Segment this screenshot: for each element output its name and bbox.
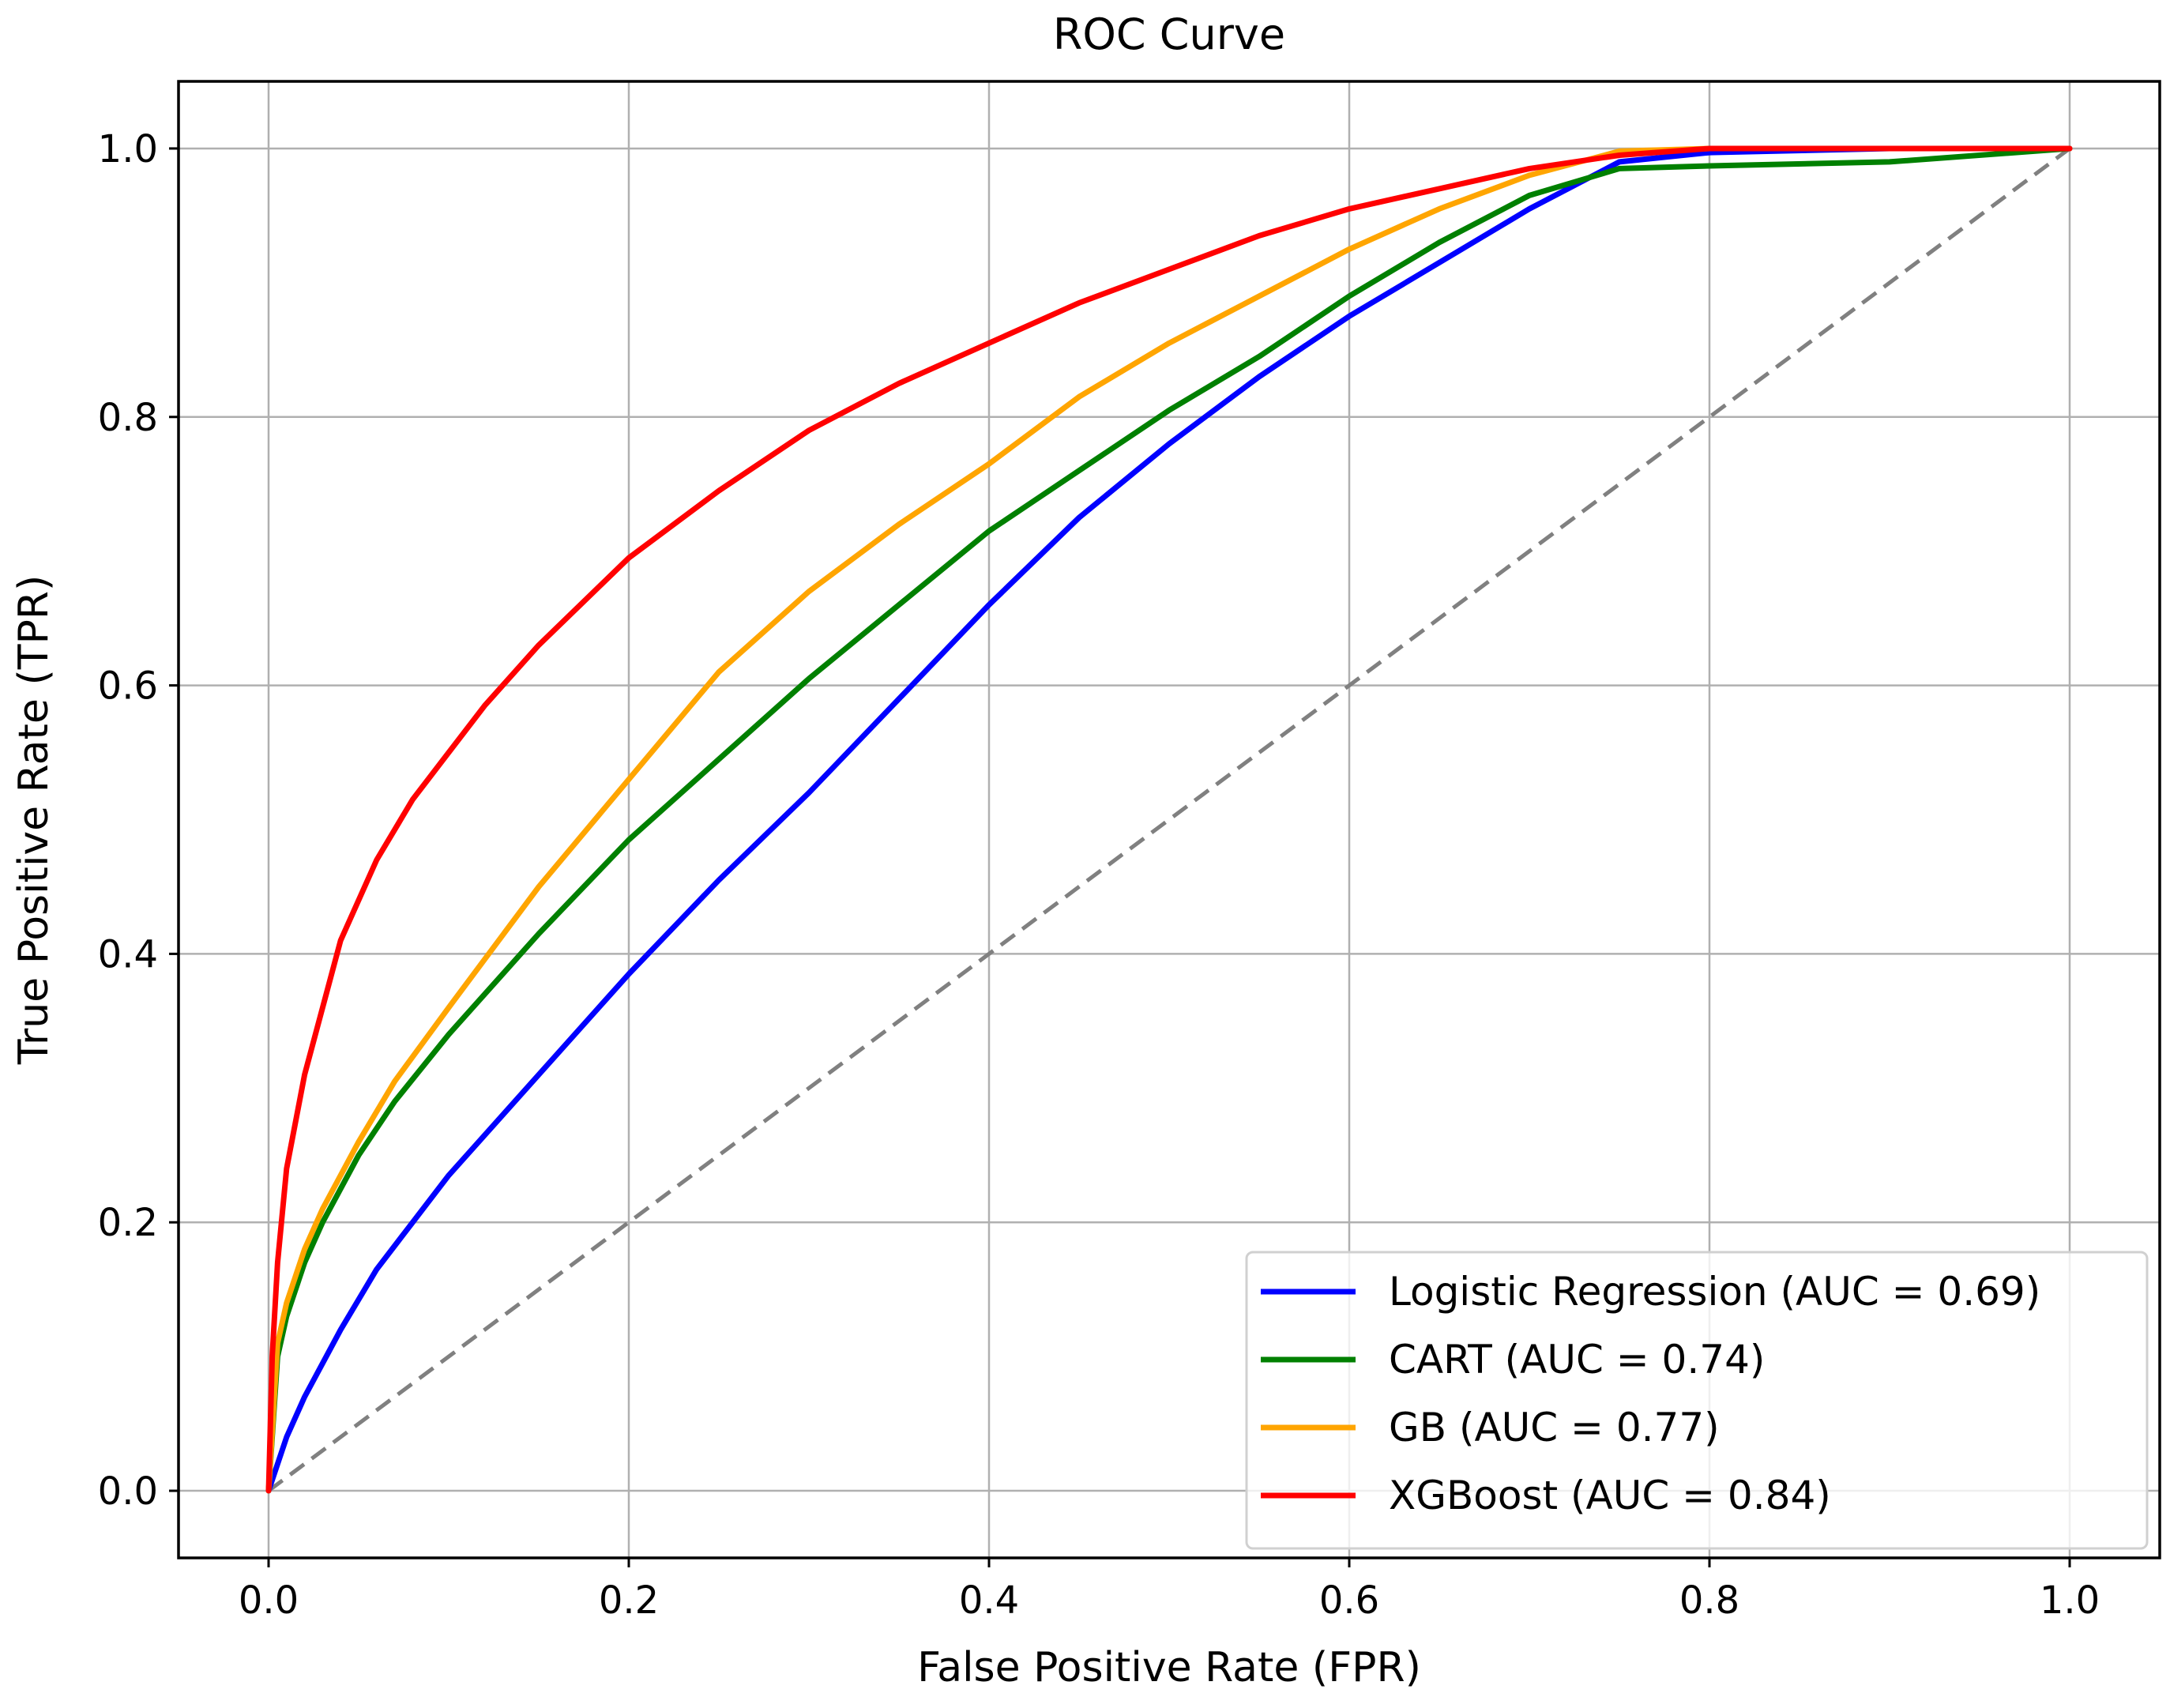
series-line-cart xyxy=(265,145,2073,1494)
series-line-xgboost xyxy=(265,145,2073,1494)
legend-items: Logistic Regression (AUC = 0.69) CART (AU… xyxy=(1261,1269,2040,1518)
y-tick-label: 0.2 xyxy=(98,1201,158,1245)
x-tick-label: 0.4 xyxy=(959,1578,1019,1623)
y-tick-label: 1.0 xyxy=(98,127,158,171)
legend-label: CART (AUC = 0.74) xyxy=(1389,1337,1765,1383)
x-tick-label: 0.8 xyxy=(1679,1578,1739,1623)
x-tick-label: 0.6 xyxy=(1319,1578,1379,1623)
legend-label: GB (AUC = 0.77) xyxy=(1389,1405,1720,1450)
tick-layer: 0.0 0.2 0.4 0.6 0.8 1.0 0.0 0.2 0.4 0.6 0.8 1.0 xyxy=(98,127,2100,1623)
y-tick-label: 0.4 xyxy=(98,932,158,976)
x-tick-label: 0.0 xyxy=(239,1578,299,1623)
legend-label: Logistic Regression (AUC = 0.69) xyxy=(1389,1269,2040,1315)
legend: Logistic Regression (AUC = 0.69) CART (AU… xyxy=(1245,1251,2149,1550)
y-tick-label: 0.6 xyxy=(98,664,158,709)
series-line-logistic-regression xyxy=(265,145,2073,1494)
series-line-gb xyxy=(265,145,2073,1494)
y-tick-label: 0.8 xyxy=(98,396,158,440)
legend-label: XGBoost (AUC = 0.84) xyxy=(1389,1473,1831,1518)
legend-box xyxy=(1245,1251,2149,1550)
series-layer xyxy=(265,145,2073,1494)
plot-frame xyxy=(177,80,2161,1559)
grid-layer xyxy=(179,81,2160,1558)
x-tick-label: 0.2 xyxy=(599,1578,659,1623)
y-tick-label: 0.0 xyxy=(98,1469,158,1514)
chart-title: ROC Curve xyxy=(1053,9,1285,59)
x-tick-label: 1.0 xyxy=(2040,1578,2100,1623)
y-axis-label: True Positive Rate (TPR) xyxy=(10,575,58,1066)
x-axis-label: False Positive Rate (FPR) xyxy=(917,1644,1421,1691)
